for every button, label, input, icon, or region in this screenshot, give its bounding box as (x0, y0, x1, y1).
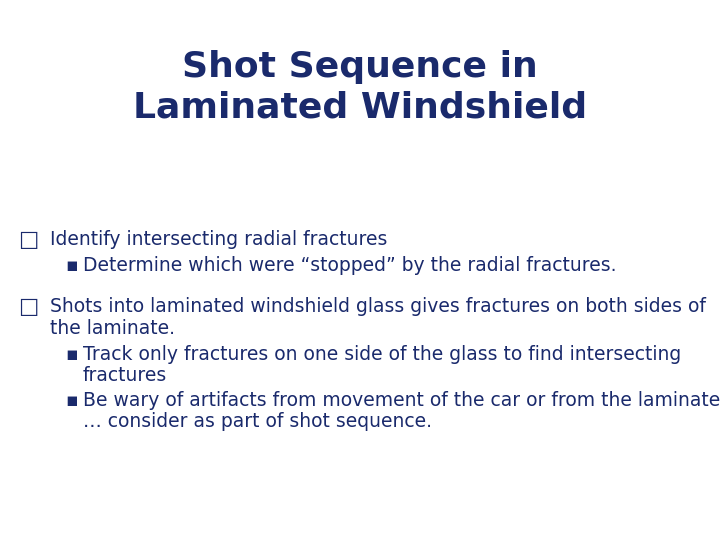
Text: … consider as part of shot sequence.: … consider as part of shot sequence. (83, 412, 432, 431)
Text: Be wary of artifacts from movement of the car or from the laminate: Be wary of artifacts from movement of th… (83, 391, 720, 410)
Text: Determine which were “stopped” by the radial fractures.: Determine which were “stopped” by the ra… (83, 256, 616, 275)
Text: □: □ (18, 297, 38, 317)
Text: ▪: ▪ (65, 345, 78, 364)
Text: □: □ (18, 230, 38, 250)
Text: Shots into laminated windshield glass gives fractures on both sides of: Shots into laminated windshield glass gi… (50, 297, 706, 316)
Text: Shot Sequence in
Laminated Windshield: Shot Sequence in Laminated Windshield (133, 50, 587, 125)
Text: ▪: ▪ (65, 256, 78, 275)
Text: Track only fractures on one side of the glass to find intersecting: Track only fractures on one side of the … (83, 345, 681, 364)
Text: the laminate.: the laminate. (50, 319, 175, 338)
Text: ▪: ▪ (65, 391, 78, 410)
Text: fractures: fractures (83, 366, 167, 385)
Text: Identify intersecting radial fractures: Identify intersecting radial fractures (50, 230, 387, 249)
